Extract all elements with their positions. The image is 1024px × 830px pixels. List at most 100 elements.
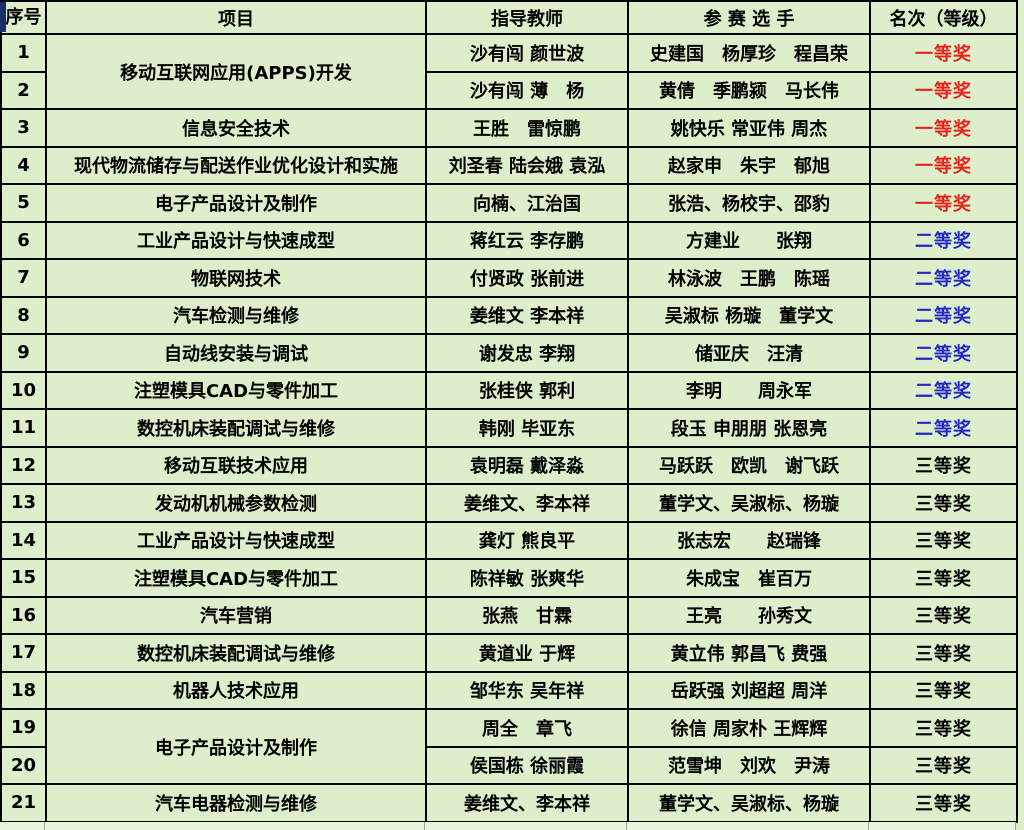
award-cell[interactable]: 三等奖: [869, 745, 1018, 785]
contestants-cell[interactable]: 张浩、杨校宇、邵豹: [627, 183, 871, 223]
row-number-cell[interactable]: 14: [0, 520, 47, 560]
row-number-cell[interactable]: 6: [0, 220, 47, 260]
award-cell[interactable]: 三等奖: [869, 483, 1018, 523]
contestants-cell[interactable]: 朱成宝 崔百万: [627, 558, 871, 598]
project-cell[interactable]: 机器人技术应用: [45, 670, 427, 710]
header-project[interactable]: 项目: [45, 0, 427, 35]
award-cell[interactable]: 二等奖: [869, 220, 1018, 260]
project-cell[interactable]: 移动互联网应用(APPS)开发: [45, 33, 427, 110]
contestants-cell[interactable]: 方建业 张翔: [627, 220, 871, 260]
project-cell[interactable]: 电子产品设计及制作: [45, 708, 427, 785]
project-cell[interactable]: 注塑模具CAD与零件加工: [45, 558, 427, 598]
header-teachers[interactable]: 指导教师: [425, 0, 629, 35]
project-cell[interactable]: 汽车营销: [45, 595, 427, 635]
award-cell[interactable]: 二等奖: [869, 408, 1018, 448]
teachers-cell[interactable]: 韩刚 毕亚东: [425, 408, 629, 448]
row-number-cell[interactable]: 3: [0, 108, 47, 148]
project-cell[interactable]: 物联网技术: [45, 258, 427, 298]
project-cell[interactable]: 移动互联技术应用: [45, 445, 427, 485]
contestants-cell[interactable]: 黄倩 季鹏颍 马长伟: [627, 70, 871, 110]
project-cell[interactable]: 数控机床装配调试与维修: [45, 633, 427, 673]
contestants-cell[interactable]: 姚快乐 常亚伟 周杰: [627, 108, 871, 148]
row-number-cell[interactable]: 16: [0, 595, 47, 635]
teachers-cell[interactable]: 张燕 甘霖: [425, 595, 629, 635]
award-cell[interactable]: 一等奖: [869, 70, 1018, 110]
row-number-cell[interactable]: 11: [0, 408, 47, 448]
award-cell[interactable]: 三等奖: [869, 558, 1018, 598]
row-number-cell[interactable]: 17: [0, 633, 47, 673]
teachers-cell[interactable]: 姜维文、李本祥: [425, 783, 629, 823]
teachers-cell[interactable]: 袁明磊 戴泽淼: [425, 445, 629, 485]
project-cell[interactable]: 工业产品设计与快速成型: [45, 220, 427, 260]
contestants-cell[interactable]: 赵家申 朱宇 郁旭: [627, 145, 871, 185]
contestants-cell[interactable]: 徐信 周家朴 王辉辉: [627, 708, 871, 748]
teachers-cell[interactable]: 王胜 雷惊鹏: [425, 108, 629, 148]
award-cell[interactable]: 三等奖: [869, 670, 1018, 710]
project-cell[interactable]: 现代物流储存与配送作业优化设计和实施: [45, 145, 427, 185]
teachers-cell[interactable]: 沙有闯 颜世波: [425, 33, 629, 73]
award-cell[interactable]: 三等奖: [869, 708, 1018, 748]
project-cell[interactable]: 数控机床装配调试与维修: [45, 408, 427, 448]
row-number-cell[interactable]: 21: [0, 783, 47, 823]
row-number-cell[interactable]: 13: [0, 483, 47, 523]
award-cell[interactable]: 二等奖: [869, 370, 1018, 410]
award-cell[interactable]: 一等奖: [869, 183, 1018, 223]
teachers-cell[interactable]: 姜维文 李本祥: [425, 295, 629, 335]
project-cell[interactable]: 注塑模具CAD与零件加工: [45, 370, 427, 410]
project-cell[interactable]: 发动机机械参数检测: [45, 483, 427, 523]
award-cell[interactable]: 二等奖: [869, 258, 1018, 298]
row-number-cell[interactable]: 2: [0, 70, 47, 110]
contestants-cell[interactable]: 储亚庆 汪清: [627, 333, 871, 373]
teachers-cell[interactable]: 蒋红云 李存鹏: [425, 220, 629, 260]
contestants-cell[interactable]: 李明 周永军: [627, 370, 871, 410]
teachers-cell[interactable]: 向楠、江治国: [425, 183, 629, 223]
teachers-cell[interactable]: 黄道业 于辉: [425, 633, 629, 673]
project-cell[interactable]: 电子产品设计及制作: [45, 183, 427, 223]
teachers-cell[interactable]: 沙有闯 薄 杨: [425, 70, 629, 110]
row-number-cell[interactable]: 9: [0, 333, 47, 373]
award-cell[interactable]: 三等奖: [869, 445, 1018, 485]
contestants-cell[interactable]: 马跃跃 欧凯 谢飞跃: [627, 445, 871, 485]
teachers-cell[interactable]: 张桂侠 郭利: [425, 370, 629, 410]
row-number-cell[interactable]: 12: [0, 445, 47, 485]
contestants-cell[interactable]: 王亮 孙秀文: [627, 595, 871, 635]
project-cell[interactable]: 自动线安装与调试: [45, 333, 427, 373]
contestants-cell[interactable]: 董学文、吴淑标、杨璇: [627, 483, 871, 523]
teachers-cell[interactable]: 周全 章飞: [425, 708, 629, 748]
contestants-cell[interactable]: 岳跃强 刘超超 周洋: [627, 670, 871, 710]
row-number-cell[interactable]: 10: [0, 370, 47, 410]
teachers-cell[interactable]: 谢发忠 李翔: [425, 333, 629, 373]
header-contestants[interactable]: 参 赛 选 手: [627, 0, 871, 35]
teachers-cell[interactable]: 姜维文、李本祥: [425, 483, 629, 523]
teachers-cell[interactable]: 刘圣春 陆会娥 袁泓: [425, 145, 629, 185]
teachers-cell[interactable]: 龚灯 熊良平: [425, 520, 629, 560]
row-number-cell[interactable]: 8: [0, 295, 47, 335]
row-number-cell[interactable]: 1: [0, 33, 47, 73]
contestants-cell[interactable]: 吴淑标 杨璇 董学文: [627, 295, 871, 335]
teachers-cell[interactable]: 陈祥敏 张爽华: [425, 558, 629, 598]
contestants-cell[interactable]: 范雪坤 刘欢 尹涛: [627, 745, 871, 785]
row-number-cell[interactable]: 4: [0, 145, 47, 185]
row-number-cell[interactable]: 19: [0, 708, 47, 748]
row-number-cell[interactable]: 18: [0, 670, 47, 710]
contestants-cell[interactable]: 史建国 杨厚珍 程昌荣: [627, 33, 871, 73]
project-cell[interactable]: 工业产品设计与快速成型: [45, 520, 427, 560]
award-cell[interactable]: 三等奖: [869, 595, 1018, 635]
contestants-cell[interactable]: 张志宏 赵瑞锋: [627, 520, 871, 560]
award-cell[interactable]: 二等奖: [869, 333, 1018, 373]
header-no[interactable]: 序号: [0, 0, 47, 35]
award-cell[interactable]: 二等奖: [869, 295, 1018, 335]
award-cell[interactable]: 三等奖: [869, 633, 1018, 673]
row-number-cell[interactable]: 20: [0, 745, 47, 785]
award-cell[interactable]: 一等奖: [869, 33, 1018, 73]
teachers-cell[interactable]: 付贤政 张前进: [425, 258, 629, 298]
project-cell[interactable]: 信息安全技术: [45, 108, 427, 148]
award-cell[interactable]: 三等奖: [869, 520, 1018, 560]
project-cell[interactable]: 汽车电器检测与维修: [45, 783, 427, 823]
project-cell[interactable]: 汽车检测与维修: [45, 295, 427, 335]
header-award[interactable]: 名次（等级）: [869, 0, 1018, 35]
contestants-cell[interactable]: 董学文、吴淑标、杨璇: [627, 783, 871, 823]
contestants-cell[interactable]: 黄立伟 郭昌飞 费强: [627, 633, 871, 673]
award-cell[interactable]: 三等奖: [869, 783, 1018, 823]
award-cell[interactable]: 一等奖: [869, 108, 1018, 148]
